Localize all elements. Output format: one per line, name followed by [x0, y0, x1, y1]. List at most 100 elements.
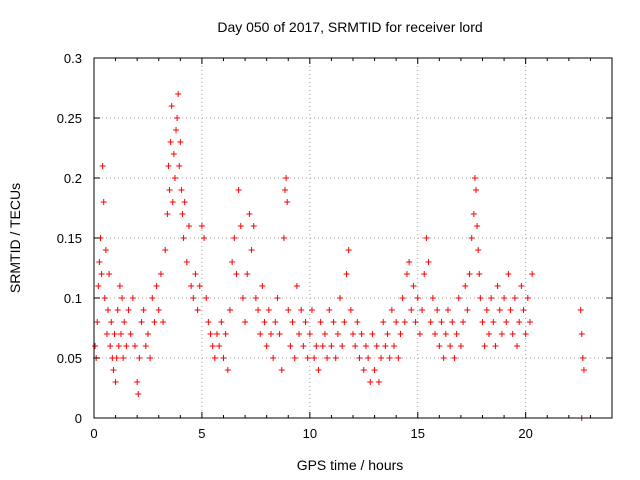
- data-point: [488, 295, 495, 301]
- data-point: [229, 259, 236, 265]
- data-point: [391, 343, 398, 349]
- data-point: [267, 331, 274, 337]
- data-point: [162, 247, 169, 253]
- data-point: [341, 319, 348, 325]
- data-point: [354, 319, 361, 325]
- data-point: [473, 187, 480, 193]
- data-point: [436, 343, 443, 349]
- data-point: [117, 331, 124, 337]
- data-point: [205, 319, 212, 325]
- data-point: [302, 319, 309, 325]
- data-point: [167, 139, 174, 145]
- data-point: [216, 343, 223, 349]
- data-point: [470, 211, 477, 217]
- data-point: [214, 331, 221, 337]
- data-point: [464, 307, 471, 313]
- data-point: [114, 307, 121, 313]
- data-point: [350, 331, 356, 337]
- data-point: [164, 211, 171, 217]
- data-point: [169, 199, 176, 205]
- data-point: [291, 355, 298, 361]
- data-point: [298, 307, 305, 313]
- data-point: [406, 259, 413, 265]
- data-point: [113, 355, 120, 361]
- data-point: [460, 319, 467, 325]
- data-point: [255, 307, 262, 313]
- data-point: [176, 163, 183, 169]
- data-point: [132, 343, 139, 349]
- data-point: [181, 199, 188, 205]
- data-point: [140, 307, 147, 313]
- data-point: [475, 247, 482, 253]
- data-point: [263, 343, 270, 349]
- data-point: [380, 319, 387, 325]
- data-point: [194, 307, 201, 313]
- data-point: [378, 355, 385, 361]
- data-point: [334, 331, 341, 337]
- data-point: [111, 331, 118, 337]
- data-point: [382, 343, 389, 349]
- data-point: [239, 295, 246, 301]
- data-point: [203, 295, 210, 301]
- data-point: [455, 295, 462, 301]
- data-point: [384, 331, 391, 337]
- data-point: [170, 151, 177, 157]
- data-point: [248, 247, 255, 253]
- y-tick-label: 0.05: [57, 351, 82, 366]
- data-point: [438, 319, 445, 325]
- data-point: [274, 295, 281, 301]
- data-point: [134, 379, 141, 385]
- data-point: [98, 271, 105, 277]
- data-point: [171, 175, 178, 181]
- data-point: [447, 343, 454, 349]
- x-tick-label: 10: [303, 426, 317, 441]
- data-point: [449, 319, 456, 325]
- data-point: [362, 343, 369, 349]
- data-point: [116, 283, 123, 289]
- data-point: [157, 271, 164, 277]
- data-point: [296, 331, 303, 337]
- data-point: [135, 391, 142, 397]
- data-point: [444, 307, 451, 313]
- y-tick-label: 0.3: [64, 51, 82, 66]
- data-point: [149, 295, 156, 301]
- data-point: [490, 319, 497, 325]
- data-point: [147, 355, 154, 361]
- data-point: [514, 343, 521, 349]
- data-point: [280, 235, 287, 241]
- chart-title: Day 050 of 2017, SRMTID for receiver lor…: [217, 19, 482, 35]
- data-point: [178, 187, 185, 193]
- axis-ticks: [93, 57, 613, 419]
- data-point: [529, 271, 536, 277]
- data-point: [242, 319, 249, 325]
- data-point: [492, 343, 499, 349]
- data-point: [180, 235, 187, 241]
- data-point: [160, 319, 167, 325]
- data-point: [507, 307, 514, 313]
- data-point: [177, 139, 184, 145]
- data-point: [516, 319, 523, 325]
- data-point: [313, 343, 320, 349]
- data-point: [287, 343, 294, 349]
- data-point: [399, 295, 406, 301]
- data-point: [369, 331, 376, 337]
- data-point: [284, 199, 291, 205]
- data-point: [257, 331, 264, 337]
- data-point: [358, 331, 365, 337]
- data-point: [466, 271, 473, 277]
- data-point: [524, 295, 531, 301]
- data-point: [352, 343, 359, 349]
- data-point: [578, 331, 585, 337]
- data-point: [237, 223, 244, 229]
- data-point: [144, 331, 151, 337]
- data-point: [474, 223, 481, 229]
- data-point: [196, 283, 203, 289]
- data-point: [272, 319, 279, 325]
- data-point: [423, 235, 430, 241]
- y-tick-label: 0: [75, 411, 82, 426]
- data-point: [183, 259, 190, 265]
- data-point: [127, 331, 134, 337]
- data-point: [209, 343, 216, 349]
- data-point: [99, 163, 106, 169]
